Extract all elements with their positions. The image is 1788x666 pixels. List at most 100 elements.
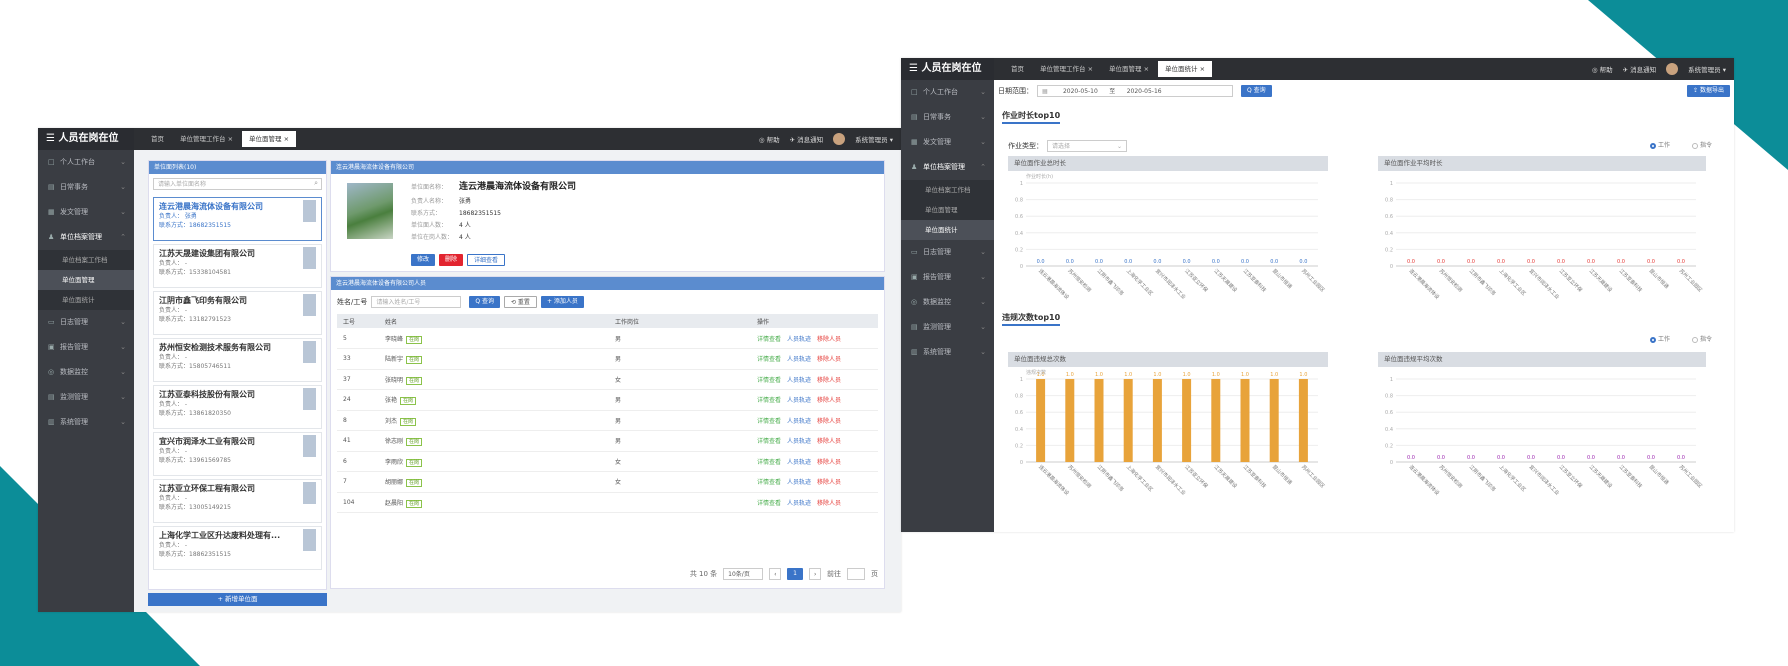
list-item[interactable]: 连云港晨海流体设备有限公司 负责人： 张勇 联系方式：18682351515 <box>153 197 322 241</box>
sidebar-item-menu0[interactable]: □ 个人工作台 ⌄ <box>901 80 994 105</box>
list-item[interactable]: 江阴市鑫飞印务有限公司 负责人： - 联系方式：13182791523 <box>153 291 322 335</box>
avatar[interactable] <box>833 133 846 145</box>
remove-link[interactable]: 移除人员 <box>817 417 842 425</box>
track-link[interactable]: 人员轨迹 <box>787 376 812 384</box>
sidebar-item-menu23[interactable]: ▤ 监测管理 ⌄ <box>901 315 994 340</box>
sidebar-item-menu21[interactable]: ▣ 报告管理 ⌄ <box>38 335 134 360</box>
add-company-button[interactable]: + 新增单位面 <box>148 593 327 606</box>
view-detail-link[interactable]: 详情查看 <box>757 376 782 384</box>
radio-work-1[interactable]: 工作 <box>1649 140 1670 149</box>
sidebar-item-menu20[interactable]: ▭ 日志管理 ⌄ <box>38 310 134 335</box>
track-link[interactable]: 人员轨迹 <box>787 356 812 364</box>
radio-cmd-2[interactable]: 指令 <box>1691 334 1712 343</box>
bookmark-icon[interactable] <box>303 388 316 410</box>
tab[interactable]: 单位面管理 × <box>242 131 297 147</box>
search-button[interactable]: Q 查询 <box>1241 85 1272 97</box>
sidebar-subitem[interactable]: 单位面管理 <box>38 270 134 290</box>
list-item[interactable]: 江苏亚泰科技股份有限公司 负责人： - 联系方式：13861820350 <box>153 385 322 429</box>
bookmark-icon[interactable] <box>303 294 316 316</box>
view-detail-link[interactable]: 详情查看 <box>757 458 782 466</box>
tab[interactable]: 单位管理工作台 × <box>180 135 234 143</box>
remove-link[interactable]: 移除人员 <box>817 356 842 364</box>
help-link[interactable]: ◎ 帮助 <box>758 136 780 144</box>
date-range-picker[interactable]: ▦ 2020-05-10 至 2020-05-16 <box>1037 85 1233 97</box>
page-size-select[interactable]: 10条/页 <box>723 568 764 580</box>
tab[interactable]: 首页 <box>151 135 164 143</box>
sidebar-item-menu2[interactable]: ▦ 发文管理 ⌄ <box>38 200 134 225</box>
bookmark-icon[interactable] <box>303 247 316 269</box>
view-detail-link[interactable]: 详情查看 <box>757 335 782 343</box>
sidebar-item-menu24[interactable]: ▥ 系统管理 ⌄ <box>38 410 134 435</box>
tab[interactable]: 首页 <box>1011 65 1024 73</box>
sidebar-item-unit-archive[interactable]: ♟ 单位档案管理 ⌃ <box>901 155 994 180</box>
sidebar-item-menu24[interactable]: ▥ 系统管理 ⌄ <box>901 340 994 365</box>
track-link[interactable]: 人员轨迹 <box>787 499 812 507</box>
view-detail-link[interactable]: 详情查看 <box>757 356 782 364</box>
bookmark-icon[interactable] <box>303 482 316 504</box>
edit-button[interactable]: 修改 <box>411 254 436 266</box>
prev-page-button[interactable]: ‹ <box>769 568 782 580</box>
track-link[interactable]: 人员轨迹 <box>787 417 812 425</box>
sidebar-item-menu0[interactable]: □ 个人工作台 ⌄ <box>38 150 134 175</box>
search-button[interactable]: Q 查询 <box>469 296 500 308</box>
remove-link[interactable]: 移除人员 <box>817 499 842 507</box>
reset-button[interactable]: ⟲ 重置 <box>504 296 537 308</box>
list-item[interactable]: 宜兴市润泽水工业有限公司 负责人： - 联系方式：13961569785 <box>153 432 322 476</box>
view-detail-link[interactable]: 详情查看 <box>757 479 782 487</box>
work-type-select[interactable]: 请选择 ⌄ <box>1047 140 1127 152</box>
next-page-button[interactable]: › <box>809 568 821 580</box>
sidebar-item-menu1[interactable]: ▤ 日常事务 ⌄ <box>901 105 994 130</box>
sidebar-subitem[interactable]: 单位面统计 <box>901 220 994 240</box>
sidebar-subitem[interactable]: 单位面管理 <box>901 200 994 220</box>
notification-link[interactable]: ✈ 消息通知 <box>789 136 824 144</box>
sidebar-item-menu23[interactable]: ▤ 监测管理 ⌄ <box>38 385 134 410</box>
radio-work-2[interactable]: 工作 <box>1649 334 1670 343</box>
bookmark-icon[interactable] <box>303 341 316 363</box>
track-link[interactable]: 人员轨迹 <box>787 335 812 343</box>
sidebar-item-menu21[interactable]: ▣ 报告管理 ⌄ <box>901 265 994 290</box>
staff-search-input[interactable]: 请输入姓名/工号 <box>371 296 462 308</box>
goto-input[interactable] <box>847 568 865 580</box>
list-item[interactable]: 苏州恒安检测技术服务有限公司 负责人： - 联系方式：15805746511 <box>153 338 322 382</box>
bookmark-icon[interactable] <box>303 435 316 457</box>
remove-link[interactable]: 移除人员 <box>817 335 842 343</box>
bookmark-icon[interactable] <box>303 200 316 222</box>
list-item[interactable]: 上海化学工业区升达废料处理有... 负责人： - 联系方式：18862351515 <box>153 526 322 570</box>
tab[interactable]: 单位管理工作台 × <box>1040 65 1094 73</box>
sidebar-subitem[interactable]: 单位档案工作档 <box>901 180 994 200</box>
view-detail-link[interactable]: 详情查看 <box>757 438 782 446</box>
track-link[interactable]: 人员轨迹 <box>787 479 812 487</box>
track-link[interactable]: 人员轨迹 <box>787 438 812 446</box>
user-menu[interactable]: 系统管理员 ▾ <box>855 136 893 144</box>
track-link[interactable]: 人员轨迹 <box>787 397 812 405</box>
remove-link[interactable]: 移除人员 <box>817 458 842 466</box>
view-detail-link[interactable]: 详情查看 <box>757 397 782 405</box>
list-item[interactable]: 江苏天晟建设集团有限公司 负责人： - 联系方式：15338104581 <box>153 244 322 288</box>
remove-link[interactable]: 移除人员 <box>817 479 842 487</box>
sidebar-subitem[interactable]: 单位面统计 <box>38 290 134 310</box>
notification-link[interactable]: ✈ 消息通知 <box>1622 66 1657 74</box>
search-icon[interactable]: ⌕ <box>314 179 318 187</box>
sidebar-subitem[interactable]: 单位档案工作档 <box>38 250 134 270</box>
sidebar-item-unit-archive[interactable]: ♟ 单位档案管理 ⌃ <box>38 225 134 250</box>
remove-link[interactable]: 移除人员 <box>817 438 842 446</box>
avatar[interactable] <box>1666 63 1679 75</box>
view-detail-button[interactable]: 详细查看 <box>467 254 506 266</box>
tab[interactable]: 单位面管理 × <box>1109 65 1150 73</box>
tab[interactable]: 单位面统计 × <box>1158 61 1213 77</box>
sidebar-item-menu20[interactable]: ▭ 日志管理 ⌄ <box>901 240 994 265</box>
user-menu[interactable]: 系统管理员 ▾ <box>1688 66 1726 74</box>
help-link[interactable]: ◎ 帮助 <box>1591 66 1613 74</box>
export-button[interactable]: ⇪ 数据导出 <box>1687 85 1730 97</box>
view-detail-link[interactable]: 详情查看 <box>757 417 782 425</box>
company-search-input[interactable]: 请输入单位面名称 <box>153 178 322 190</box>
delete-button[interactable]: 删除 <box>439 254 464 266</box>
bookmark-icon[interactable] <box>303 529 316 551</box>
remove-link[interactable]: 移除人员 <box>817 376 842 384</box>
page-number[interactable]: 1 <box>787 568 803 580</box>
remove-link[interactable]: 移除人员 <box>817 397 842 405</box>
list-item[interactable]: 江苏亚立环保工程有限公司 负责人： - 联系方式：13005149215 <box>153 479 322 523</box>
track-link[interactable]: 人员轨迹 <box>787 458 812 466</box>
sidebar-item-menu2[interactable]: ▦ 发文管理 ⌄ <box>901 130 994 155</box>
radio-cmd-1[interactable]: 指令 <box>1691 140 1712 149</box>
